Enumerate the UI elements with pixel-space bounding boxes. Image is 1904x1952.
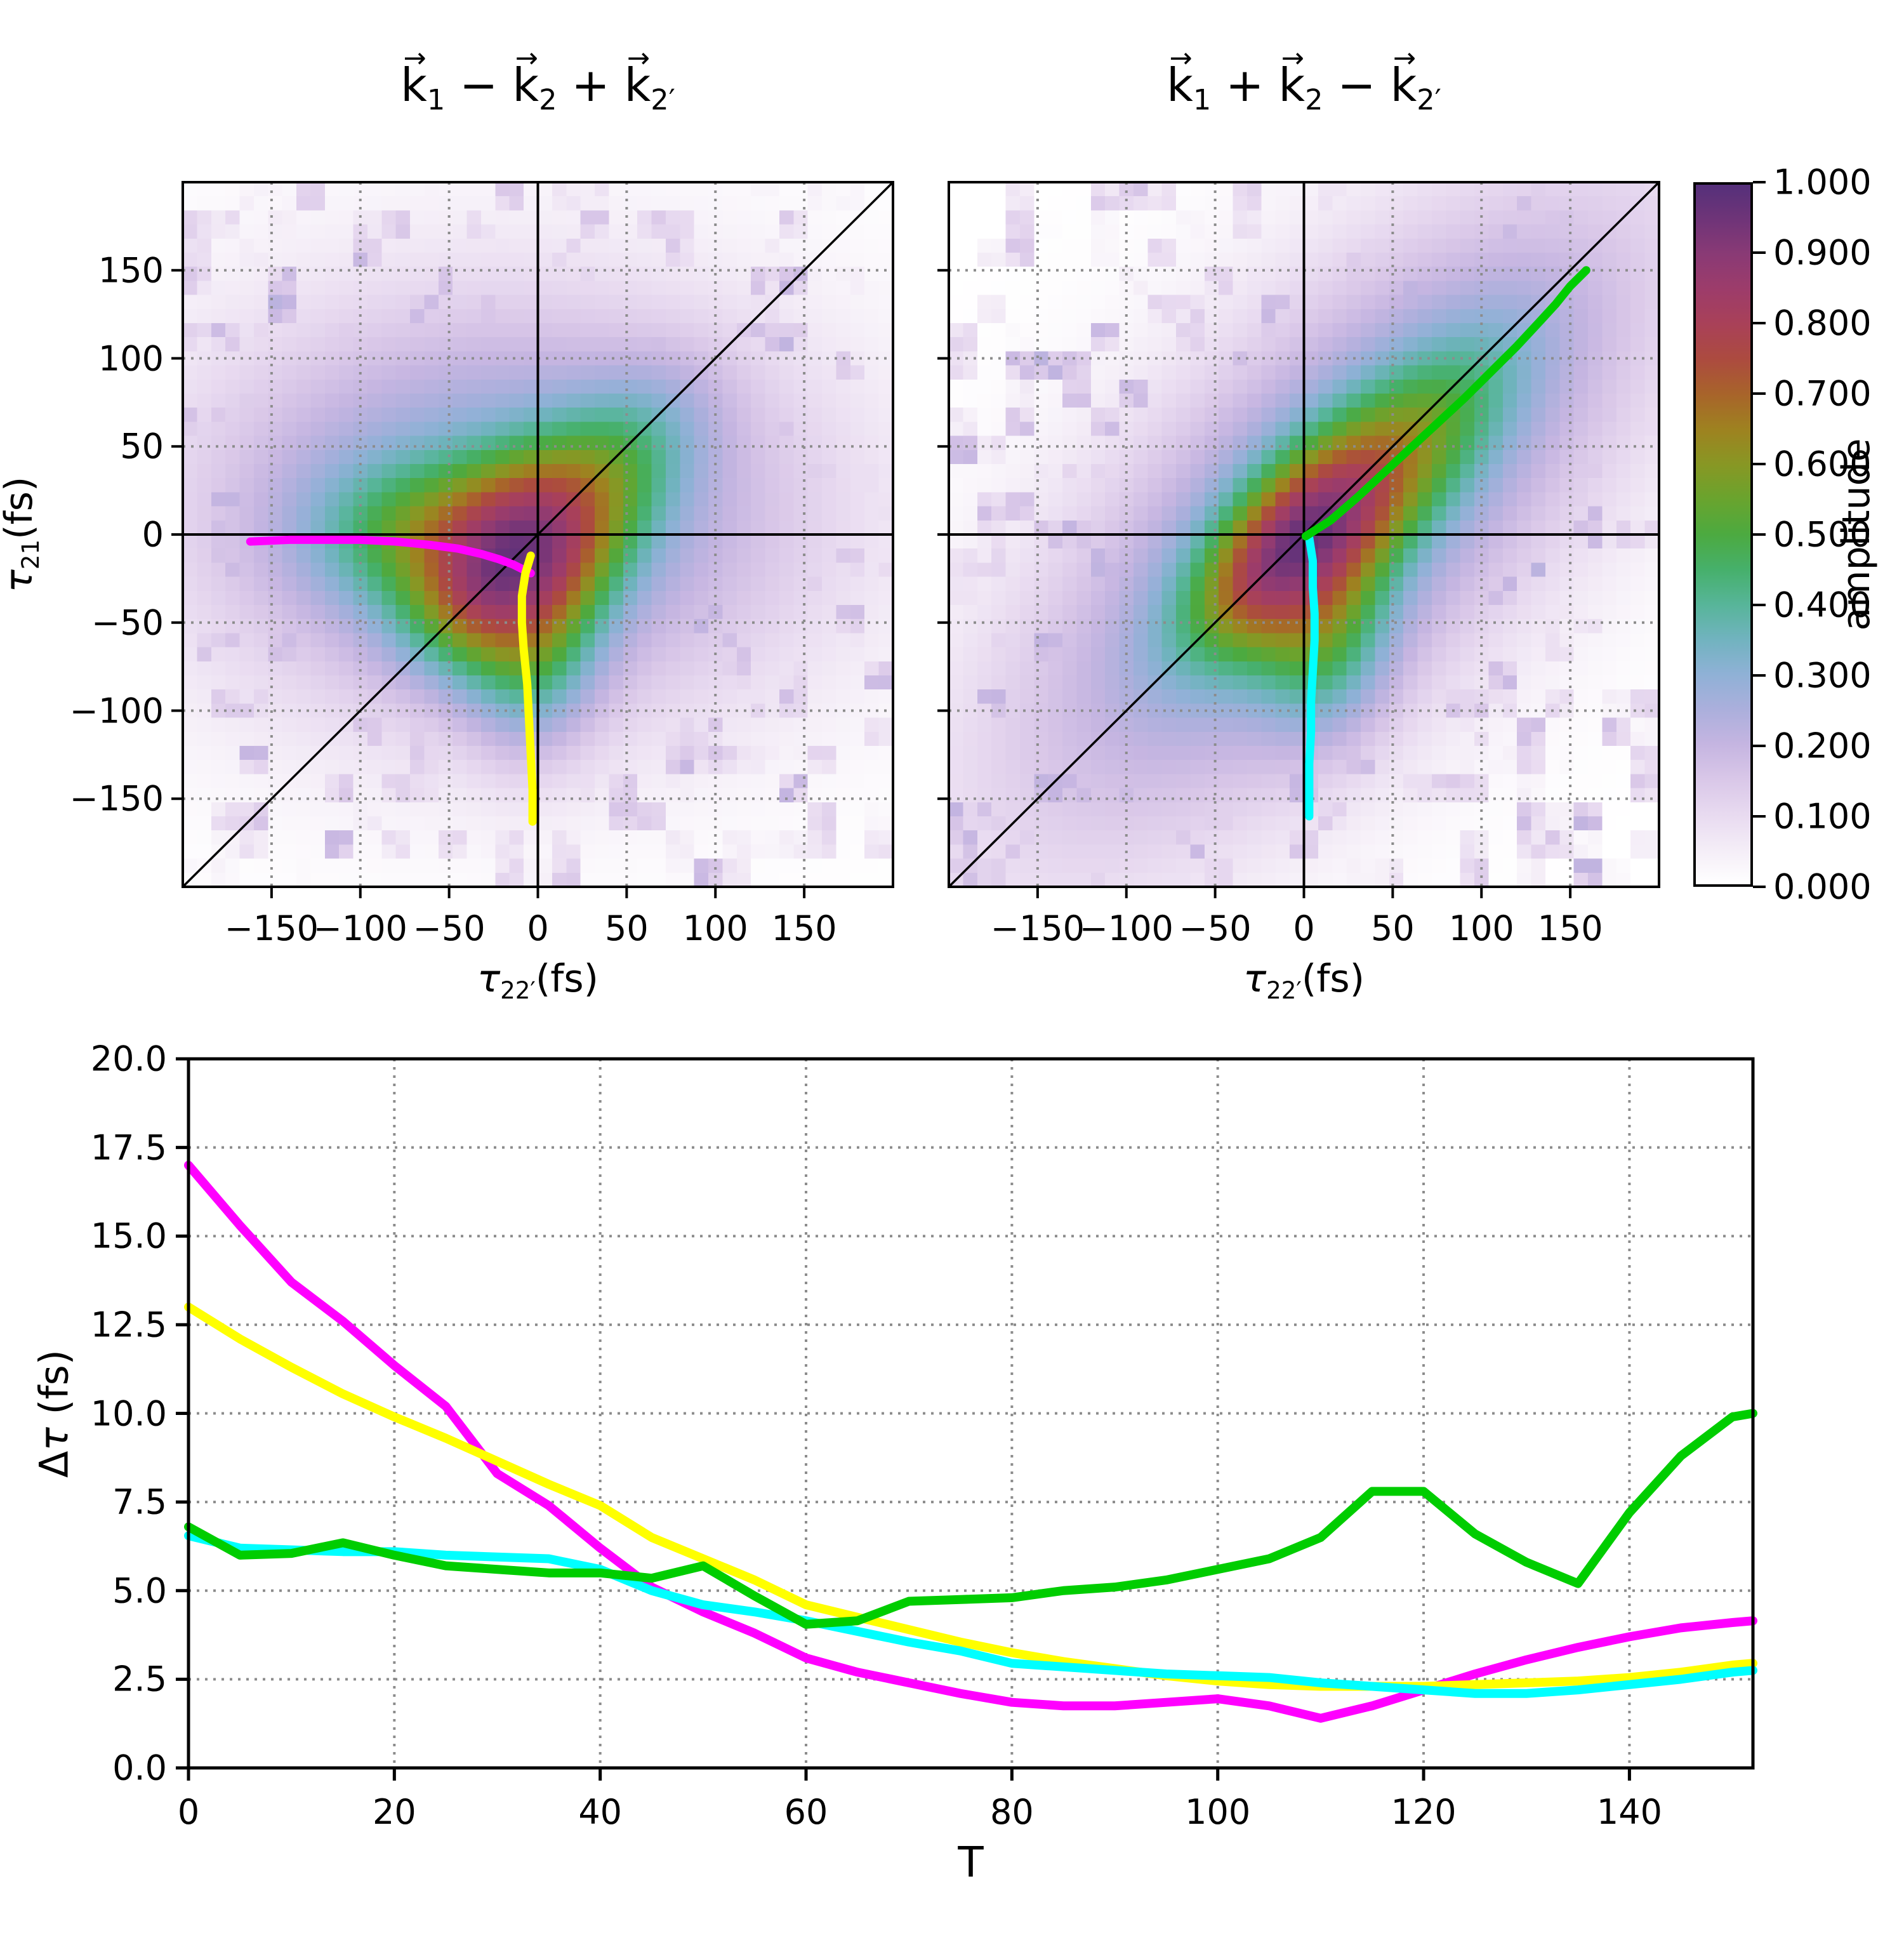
x-tick-label: 100 <box>682 908 748 948</box>
y-tick-label: 2.5 <box>112 1659 167 1699</box>
x-tick-label: 150 <box>771 908 837 948</box>
vector-arrow-icon: → <box>1281 42 1304 74</box>
colorbar-tick-label: 0.000 <box>1773 866 1872 907</box>
y-tick-label: 15.0 <box>90 1216 167 1256</box>
x-tick-label: 50 <box>1371 908 1415 948</box>
y-tick-label: −150 <box>69 778 164 819</box>
x-tick-label: −50 <box>413 908 486 948</box>
bottom-ylabel: Δτ (fs) <box>30 1349 77 1478</box>
series-line-green <box>184 1409 1757 1629</box>
y-tick-label: 100 <box>98 338 164 378</box>
x-tick-label: 60 <box>784 1792 828 1832</box>
y-tick-label: 0.0 <box>112 1748 167 1788</box>
x-tick-label: 40 <box>578 1792 623 1832</box>
x-tick-label: −50 <box>1179 908 1252 948</box>
x-tick-label: 0 <box>1293 908 1315 948</box>
vector-arrow-icon: → <box>626 42 651 74</box>
y-tick-label: 50 <box>120 426 164 467</box>
x-tick-label: 140 <box>1596 1792 1662 1832</box>
x-tick-label: −100 <box>313 908 407 948</box>
bottom-xlabel: T <box>958 1838 984 1887</box>
colorbar-tick-label: 0.600 <box>1773 444 1872 484</box>
y-tick-label: −50 <box>91 602 164 643</box>
y-tick-label: 12.5 <box>90 1305 167 1345</box>
panel-left-xlabel: τ22′(fs) <box>477 957 599 1005</box>
y-tick-label: 150 <box>98 250 164 291</box>
colorbar-tick-label: 1.000 <box>1773 162 1872 203</box>
vector-arrow-icon: → <box>515 42 538 74</box>
heatmap-right-canvas <box>949 182 1659 887</box>
x-tick-label: 100 <box>1185 1792 1251 1832</box>
x-tick-label: 50 <box>605 908 649 948</box>
series-line-magenta <box>184 1160 1757 1723</box>
top-ylabel: τ21(fs) <box>0 476 45 593</box>
y-tick-label: 0 <box>142 514 164 555</box>
y-tick-label: 5.0 <box>112 1570 167 1611</box>
colorbar-tick-label: 0.100 <box>1773 796 1872 837</box>
x-tick-label: −150 <box>990 908 1085 948</box>
x-tick-label: 80 <box>990 1792 1034 1832</box>
series-line-cyan <box>184 1531 1757 1698</box>
x-tick-label: 0 <box>527 908 549 948</box>
y-tick-label: −100 <box>69 691 164 731</box>
vector-arrow-icon: → <box>1392 42 1417 74</box>
x-tick-label: 100 <box>1448 908 1514 948</box>
y-tick-label: 20.0 <box>90 1039 167 1079</box>
panel-right-xlabel: τ22′(fs) <box>1243 957 1365 1005</box>
y-tick-label: 7.5 <box>112 1482 167 1522</box>
colorbar-label: amplitude <box>1834 438 1879 631</box>
colorbar-tick-label: 0.900 <box>1773 232 1872 273</box>
x-tick-label: −150 <box>224 908 319 948</box>
series-line-yellow <box>184 1302 1757 1691</box>
vector-arrow-icon: → <box>403 42 426 74</box>
y-tick-label: 10.0 <box>90 1393 167 1433</box>
panel-left-title: k → 1 − k → 2 + k → 2′ <box>400 42 675 117</box>
heatmap-left-canvas <box>183 182 893 887</box>
colorbar-tick-label: 0.200 <box>1773 726 1872 766</box>
y-tick-label: 17.5 <box>90 1127 167 1168</box>
x-tick-label: −100 <box>1079 908 1173 948</box>
colorbar-gradient <box>1693 182 1753 887</box>
x-tick-label: 0 <box>177 1792 200 1832</box>
x-tick-label: 20 <box>372 1792 416 1832</box>
bottom-chart-spine <box>187 1057 1755 1770</box>
panel-right-title: k → 1 + k → 2 − k → 2′ <box>1167 42 1441 117</box>
colorbar-tick-label: 0.700 <box>1773 373 1872 414</box>
colorbar-tick-label: 0.400 <box>1773 585 1872 625</box>
x-tick-label: 120 <box>1391 1792 1457 1832</box>
x-tick-label: 150 <box>1537 908 1603 948</box>
colorbar-tick-label: 0.300 <box>1773 655 1872 696</box>
colorbar-tick-label: 0.800 <box>1773 303 1872 343</box>
vector-arrow-icon: → <box>1169 42 1193 74</box>
colorbar-tick-label: 0.500 <box>1773 514 1872 555</box>
